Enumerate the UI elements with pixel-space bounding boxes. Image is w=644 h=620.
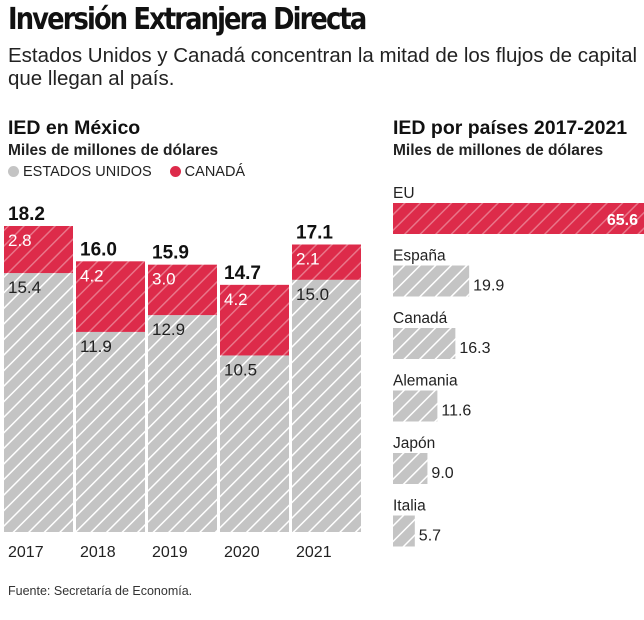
legend-swatch-ca	[169, 166, 181, 177]
legend-item-us: ESTADOS UNIDOS	[8, 164, 152, 180]
total-label-2020: 14.7	[224, 263, 261, 284]
legend-swatch-us	[8, 166, 19, 177]
x-tick-label-2018: 2018	[80, 544, 116, 561]
value-label-us-2019: 12.9	[152, 320, 185, 339]
bar-eu	[393, 203, 644, 234]
value-label-us-2020: 10.5	[224, 360, 257, 379]
total-label-2017: 18.2	[8, 204, 45, 225]
value-label-italia: 5.7	[419, 528, 441, 545]
value-label-ca-2018: 4.2	[80, 266, 104, 285]
x-tick-label-2019: 2019	[152, 544, 188, 561]
bar-us-2017	[4, 273, 73, 532]
total-label-2021: 17.1	[296, 222, 333, 243]
country-label-canadá: Canadá	[393, 310, 448, 327]
country-label-italia: Italia	[393, 498, 426, 515]
value-label-us-2021: 15.0	[296, 285, 329, 304]
value-label-us-2018: 11.9	[80, 337, 112, 356]
country-label-españa: España	[393, 248, 446, 265]
left-chart-unit: Miles de millones de dólares	[8, 142, 219, 159]
bar-us-2021	[292, 279, 361, 532]
country-label-eu: EU	[393, 185, 415, 202]
value-label-japón: 9.0	[431, 465, 453, 482]
stacked-bar-chart: 2.8 15.4 18.2 2017 4.2 11.9 16.0 2018 3.0 12.9 15.…	[4, 204, 361, 561]
right-chart-unit: Miles de millones de dólares	[393, 142, 604, 159]
country-label-japón: Japón	[393, 435, 435, 452]
bar-ca-2019	[148, 264, 217, 316]
chart-title: Inversión Extranjera Directa	[8, 2, 367, 37]
value-label-ca-2020: 4.2	[224, 290, 248, 309]
country-label-alemania: Alemania	[393, 373, 458, 390]
value-label-ca-2019: 3.0	[152, 270, 176, 289]
bar-us-2018	[76, 331, 145, 532]
value-label-alemania: 11.6	[441, 403, 471, 420]
value-label-eu: 65.6	[607, 212, 638, 229]
left-chart-title: IED en México	[8, 117, 141, 139]
right-chart-title: IED por países 2017-2021	[393, 117, 628, 139]
source-note: Fuente: Secretaría de Economía.	[8, 584, 193, 598]
bar-ca-2018	[76, 261, 145, 332]
value-label-ca-2017: 2.8	[8, 231, 32, 250]
bar-italia	[393, 515, 415, 547]
value-label-españa: 19.9	[473, 278, 504, 295]
value-label-canadá: 16.3	[459, 340, 490, 357]
value-label-us-2017: 15.4	[8, 278, 41, 297]
x-tick-label-2021: 2021	[296, 544, 332, 561]
x-tick-label-2017: 2017	[8, 544, 44, 561]
bar-españa	[393, 265, 470, 297]
bar-ca-2020	[220, 284, 289, 356]
bar-alemania	[393, 390, 438, 422]
x-tick-label-2020: 2020	[224, 544, 260, 561]
bar-japón	[393, 453, 428, 484]
total-label-2019: 15.9	[152, 243, 189, 264]
legend-label-us: ESTADOS UNIDOS	[23, 164, 152, 180]
legend-item-ca: CANADÁ	[169, 164, 246, 180]
bar-canadá	[393, 328, 456, 359]
value-label-ca-2021: 2.1	[296, 249, 320, 268]
legend: ESTADOS UNIDOS CANADÁ	[8, 164, 259, 180]
total-label-2018: 16.0	[80, 239, 117, 260]
bar-ca-2021	[292, 244, 361, 280]
bar-us-2020	[220, 355, 289, 532]
bar-us-2019	[148, 315, 217, 532]
legend-label-ca: CANADÁ	[184, 164, 246, 180]
bar-ca-2017	[4, 226, 73, 274]
chart-subtitle: Estados Unidos y Canadá concentran la mi…	[8, 44, 638, 90]
